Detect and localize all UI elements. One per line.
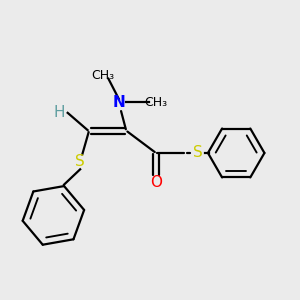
Text: H: H [54, 105, 65, 120]
Text: CH₃: CH₃ [91, 69, 114, 82]
Text: S: S [193, 146, 202, 160]
Text: O: O [150, 175, 162, 190]
Text: N: N [112, 95, 125, 110]
Text: S: S [75, 154, 85, 169]
Text: CH₃: CH₃ [144, 96, 167, 109]
